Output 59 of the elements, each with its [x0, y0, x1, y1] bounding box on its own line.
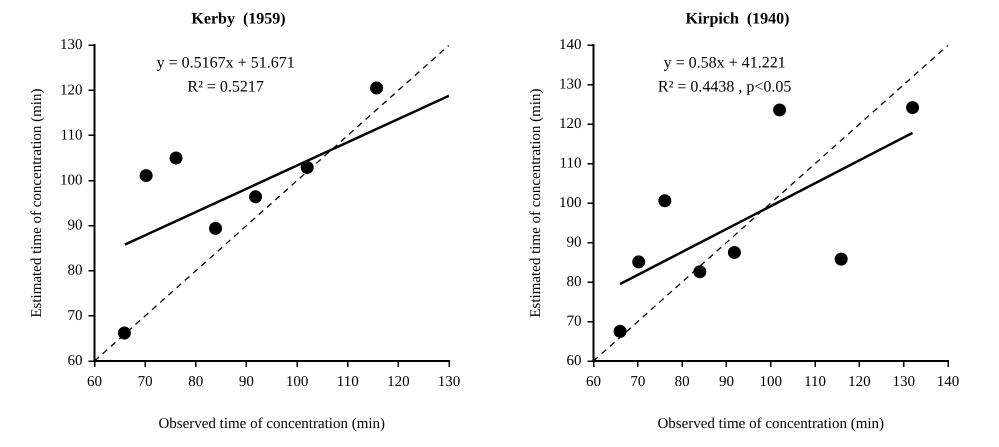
y-tick-label: 130	[559, 76, 582, 93]
x-axis-title: Observed time of concentration (min)	[657, 416, 884, 432]
point	[693, 265, 706, 278]
point	[370, 82, 384, 95]
y-tick-label: 110	[560, 156, 582, 172]
y-tick-label: 70	[68, 308, 82, 324]
point	[632, 255, 646, 268]
x-tick-label: 80	[674, 374, 690, 390]
x-tick-label: 90	[718, 374, 734, 390]
x-tick-label: 60	[586, 374, 601, 390]
x-tick-label: 60	[87, 374, 102, 390]
y-tick-label: 100	[60, 172, 82, 188]
x-tick-label: 70	[630, 374, 646, 390]
annotation: y = 0.58x + 41.221	[664, 54, 786, 72]
point	[614, 324, 627, 338]
y-tick-label: 70	[566, 313, 582, 330]
point	[209, 222, 222, 235]
point	[118, 326, 131, 340]
point	[773, 103, 786, 116]
point	[834, 252, 848, 266]
x-tick-label: 100	[286, 374, 308, 390]
y-tick-label: 100	[559, 195, 582, 212]
x-tick-label: 130	[438, 374, 460, 390]
y-tick-label: 90	[68, 218, 82, 234]
point	[658, 194, 672, 208]
y-tick-label: 110	[60, 127, 82, 144]
x-tick-label: 110	[336, 374, 359, 390]
x-tick-label: 90	[238, 374, 254, 390]
x-tick-label: 70	[138, 374, 153, 390]
y-tick-label: 140	[559, 37, 582, 54]
y-tick-label: 60	[566, 352, 582, 369]
annotation: y = 0.5167x + 51.671	[156, 54, 295, 72]
x-tick-label: 100	[760, 374, 782, 390]
y-tick-label: 130	[60, 37, 82, 54]
y-axis-title: Estimated time of concentration (min)	[28, 88, 45, 318]
annotation: R² = 0.5217	[187, 78, 264, 96]
y-tick-label: 90	[566, 234, 582, 251]
x-axis-title: Observed time of concentration (min)	[158, 416, 386, 432]
point	[728, 246, 741, 259]
annotation: R² = 0.4438 , p<0.05	[658, 78, 792, 96]
y-tick-label: 80	[566, 274, 582, 290]
point	[906, 101, 920, 114]
x-tick-label: 120	[387, 374, 410, 390]
point	[300, 160, 314, 174]
y-tick-label: 120	[559, 116, 582, 132]
point	[249, 190, 262, 204]
x-tick-label: 80	[188, 374, 204, 390]
point	[170, 151, 183, 164]
y-tick-label: 120	[60, 82, 82, 98]
x-tick-label: 120	[848, 374, 871, 390]
chart-title: Kirpich (1940)	[686, 10, 790, 28]
chart-title: Kerby (1959)	[191, 10, 286, 28]
point	[140, 169, 153, 182]
x-tick-label: 140	[936, 374, 960, 390]
y-axis-title: Estimated time of concentration (min)	[528, 88, 544, 318]
x-tick-label: 110	[804, 374, 826, 390]
y-tick-label: 80	[68, 262, 82, 279]
y-tick-label: 60	[68, 352, 82, 369]
x-tick-label: 130	[892, 374, 915, 390]
